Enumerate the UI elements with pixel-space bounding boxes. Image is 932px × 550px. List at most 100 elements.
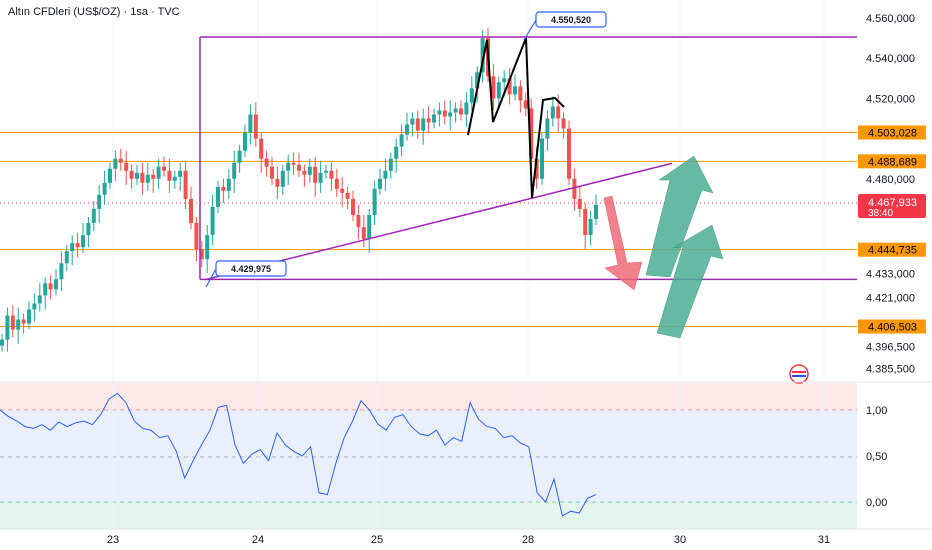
candle-body [156,166,161,179]
candle-body [113,158,118,169]
candle-countdown-label: 38:40 [868,208,893,219]
rsi-oversold-band [0,502,857,529]
candle-body [340,188,345,193]
candle-body [567,128,571,179]
candle-body [259,138,264,159]
candle-body [59,263,64,280]
candle-body [421,118,426,131]
candle-body [91,208,96,224]
candle-body [237,150,242,163]
flag-icon-stripe [792,371,806,373]
candle-body [226,178,231,191]
candle-body [302,170,307,175]
time-tick-label: 23 [107,534,119,546]
high-price-label-box [535,11,607,28]
candle-body [140,172,145,183]
time-tick-label: 30 [674,534,686,546]
candle-body [459,108,463,115]
candle-body [5,315,10,340]
candle-body [556,106,561,119]
source-label: TVC [157,6,180,18]
price-tick-label: 4.433,000 [866,268,915,280]
candle-body [118,158,123,163]
candle-body [475,72,480,89]
candle-body [523,100,528,109]
candle-body [297,164,301,171]
pattern-drawing [467,37,565,199]
rsi-neutral-band [0,410,857,502]
high-price-label: 4.550,520 [551,15,591,25]
candle-body [37,295,42,304]
price-tick-label: 4.421,000 [866,292,915,304]
candle-body [172,176,177,181]
candle-body [345,192,350,199]
candle-body [577,198,582,209]
candle-body [81,235,85,248]
level-price-badge [858,319,926,334]
candle-body [432,114,436,123]
candle-body [324,170,328,173]
candle-body [16,319,21,330]
candle-body [248,114,253,133]
time-axis-background [0,529,932,550]
level-price-badge [858,154,926,169]
high-price-label-pointer [523,19,537,41]
candle-body [307,166,312,175]
candle-body [189,198,193,224]
candle-body [318,172,323,183]
rsi-overbought-band [0,383,857,410]
candle-body [367,214,372,240]
low-price-label-pointer [205,268,217,288]
candle-body [86,223,91,236]
candle-body [518,86,523,101]
bullish-arrow-upper [645,155,714,278]
candle-body [426,118,431,123]
candle-body [270,166,274,179]
symbol-name: Altın CFDleri (US$/OZ) [8,6,121,18]
candle-body [129,170,134,179]
candle-body [502,78,507,83]
candle-body [464,102,469,115]
candle-body [253,114,258,139]
candle-body [205,235,210,260]
rsi-tick-label: 0,50 [866,451,887,463]
candle-body [135,172,139,179]
candle-body [496,82,501,99]
trend-line [205,162,673,281]
candle-body [178,170,183,177]
candle-body [183,170,188,199]
candle-body [48,283,53,290]
candle-body [545,118,550,139]
candle-body [594,204,598,219]
bullish-arrow-lower [656,224,724,339]
candle-body [280,170,285,187]
interval-label: 1sa [130,6,149,18]
candle-body [588,219,593,236]
candle-body [480,38,485,73]
level-price-badge [858,242,926,257]
candle-body [313,166,318,183]
time-tick-label: 31 [818,534,830,546]
candle-body [216,186,220,207]
candle-body [334,178,339,189]
candle-body [10,315,15,330]
candle-body [453,108,458,113]
candle-body [199,249,204,260]
candle-body [43,283,48,296]
current-price-badge [858,194,926,219]
candle-body [75,243,80,248]
candle-body [0,339,4,346]
candle-body [194,223,199,250]
candle-body [394,146,399,159]
candle-body [507,78,512,95]
symbol-title[interactable]: Altın CFDleri (US$/OZ) · 1sa · TVC [8,6,180,18]
candle-body [102,182,107,195]
current-price-label: 4.467,933 [868,197,917,209]
candle-body [405,124,409,135]
level-price-label: 4.444,735 [868,245,917,257]
candle-body [286,162,291,171]
candle-body [399,134,404,147]
level-price-label: 4.406,503 [868,322,917,334]
candle-body [27,309,31,324]
